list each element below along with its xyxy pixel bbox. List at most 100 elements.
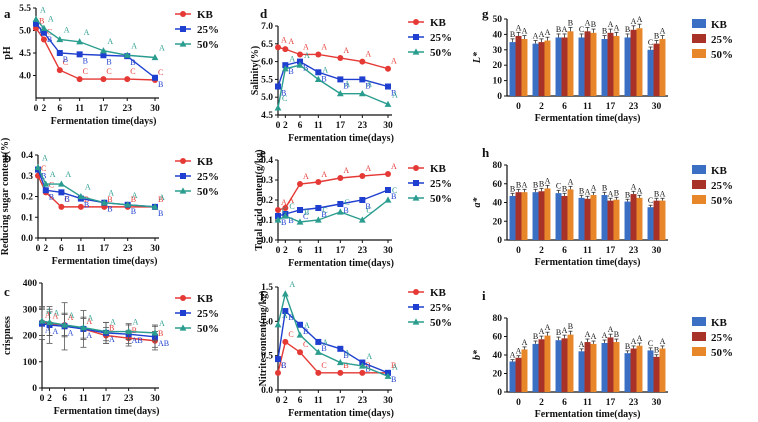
- data-point: [151, 53, 159, 61]
- significance-letter: A: [522, 27, 528, 36]
- data-point: [274, 104, 282, 111]
- significance-letter: B: [533, 332, 538, 341]
- panel-letter: e: [260, 145, 266, 160]
- significance-letter: C: [281, 361, 286, 370]
- x-tick-label: 2: [539, 398, 544, 408]
- data-point: [275, 44, 281, 51]
- data-point: [274, 321, 282, 328]
- data-point: [385, 187, 391, 193]
- significance-letter: B: [107, 195, 112, 204]
- bar-50%: [590, 195, 597, 240]
- x-tick-label: 6: [57, 104, 62, 114]
- significance-letter: A: [282, 311, 288, 320]
- data-point: [77, 192, 85, 200]
- significance-letter: C: [64, 195, 69, 204]
- significance-letter: B: [158, 80, 163, 89]
- significance-letter: A: [303, 42, 309, 51]
- significance-letter: B: [321, 74, 326, 83]
- bar-50%: [590, 343, 597, 392]
- bar-50%: [636, 345, 643, 392]
- data-point: [359, 369, 366, 376]
- significance-letter: A: [539, 327, 545, 336]
- legend-label: KB: [197, 293, 214, 305]
- legend-marker: [413, 19, 419, 25]
- data-point: [337, 201, 344, 207]
- x-tick-label: 23: [123, 244, 133, 254]
- x-tick-label: 30: [150, 394, 160, 404]
- data-point: [359, 197, 366, 203]
- significance-letter: B: [343, 351, 348, 360]
- significance-letter: A: [608, 325, 614, 334]
- significance-letter: B: [106, 57, 111, 66]
- x-tick-label: 6: [562, 102, 567, 112]
- x-axis-title: Fermentation time(days): [535, 409, 641, 420]
- panel-e: 0.0 0.1 0.2 0.3 0.4 0 2 6 11 17 23 30 Fermentation t…: [254, 145, 452, 269]
- bar-50%: [659, 39, 666, 96]
- data-point: [281, 65, 289, 72]
- significance-letter: A: [289, 280, 295, 289]
- legend-marker: [179, 40, 187, 47]
- x-tick-label: 11: [314, 396, 323, 406]
- legend-label: KB: [711, 165, 728, 177]
- significance-letter: A: [637, 15, 643, 24]
- significance-letter: C: [579, 25, 584, 34]
- data-point: [56, 50, 63, 56]
- significance-letter: A: [132, 191, 138, 200]
- y-tick-label: 60: [493, 333, 503, 343]
- significance-letter: B: [602, 183, 607, 192]
- significance-letter: B: [591, 20, 596, 29]
- panel-letter: a: [4, 6, 11, 21]
- data-point: [151, 329, 159, 336]
- significance-letter: B: [343, 206, 348, 215]
- legend-swatch: [692, 19, 706, 28]
- legend-swatch: [692, 347, 706, 356]
- significance-letter: A: [516, 347, 522, 356]
- significance-letter: B: [131, 207, 136, 216]
- significance-letter: C: [648, 196, 653, 205]
- significance-letter: A: [65, 170, 71, 179]
- significance-letter: A: [366, 80, 372, 89]
- significance-letter: A: [53, 312, 59, 321]
- legend-swatch: [692, 332, 706, 341]
- legend-label: 25%: [430, 32, 452, 44]
- bar-KB: [601, 39, 608, 96]
- data-point: [102, 327, 110, 335]
- y-tick-label: 0.0: [261, 386, 273, 396]
- data-point: [40, 29, 47, 36]
- y-tick-label: 6.0: [261, 58, 273, 68]
- significance-letter: A: [608, 20, 614, 29]
- legend-label: KB: [430, 17, 447, 29]
- y-axis-title: pH: [2, 46, 13, 60]
- y-tick-label: 5.0: [261, 93, 273, 103]
- significance-letter: A: [45, 326, 51, 335]
- significance-letter: C: [282, 206, 287, 215]
- significance-letter: B: [568, 18, 573, 27]
- x-tick-label: 30: [150, 244, 160, 254]
- significance-letter: B: [654, 189, 659, 198]
- significance-letter: A: [110, 318, 116, 327]
- y-tick-label: 4.0: [19, 72, 31, 82]
- legend-label: 25%: [430, 302, 452, 314]
- legend-label: 50%: [197, 39, 219, 51]
- significance-letter: C: [303, 212, 308, 221]
- data-point: [282, 338, 289, 345]
- bar-50%: [636, 197, 643, 240]
- bar-25%: [653, 200, 660, 240]
- x-tick-label: 11: [583, 398, 592, 408]
- bar-KB: [555, 340, 562, 392]
- x-tick-label: 23: [629, 398, 639, 408]
- data-point: [282, 46, 289, 53]
- x-tick-label: 2: [539, 246, 544, 256]
- significance-letter: A: [86, 331, 92, 340]
- x-axis-title: Fermentation time(days): [535, 113, 641, 124]
- panel-a: 4.0 4.5 5.0 5.5 0 2 6 11 17 23 30 Fermentation time…: [2, 4, 219, 127]
- bar-25%: [515, 35, 522, 96]
- data-point: [336, 358, 344, 366]
- legend-label: KB: [197, 156, 214, 168]
- significance-letter: C: [344, 198, 349, 207]
- significance-letter: A: [108, 189, 114, 198]
- x-tick-label: 11: [75, 104, 84, 114]
- significance-letter: A: [343, 166, 349, 175]
- x-tick-label: 30: [150, 104, 160, 114]
- data-point: [40, 24, 48, 31]
